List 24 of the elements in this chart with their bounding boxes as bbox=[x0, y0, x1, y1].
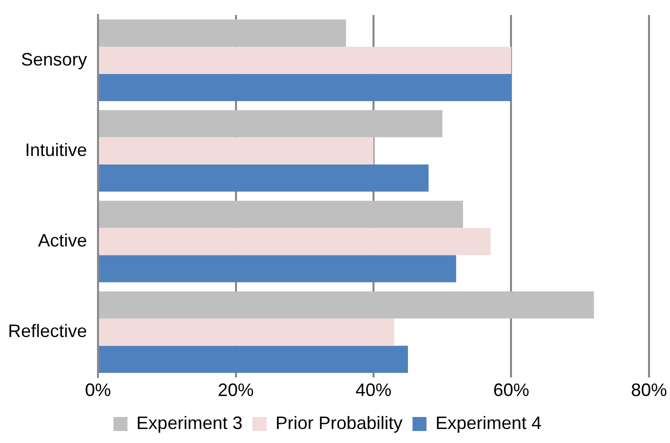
y-tick-label: Reflective bbox=[8, 321, 88, 342]
y-tick-label: Intuitive bbox=[24, 140, 88, 160]
y-tick-label: Sensory bbox=[20, 49, 88, 70]
x-tick-label: 80% bbox=[630, 380, 667, 400]
bar bbox=[99, 46, 512, 74]
legend-label: Prior Probability bbox=[275, 412, 403, 433]
y-tick-label: Active bbox=[38, 230, 88, 250]
bar bbox=[99, 228, 491, 256]
x-tick-label: 60% bbox=[493, 380, 530, 400]
bar bbox=[99, 137, 374, 164]
x-tick-label: 40% bbox=[355, 380, 392, 400]
bar bbox=[99, 346, 408, 373]
bar bbox=[99, 20, 346, 47]
x-tick-label: 20% bbox=[218, 380, 254, 400]
bar bbox=[99, 318, 394, 346]
bar bbox=[99, 74, 512, 102]
bar bbox=[99, 110, 442, 138]
bar bbox=[99, 200, 464, 228]
bar bbox=[99, 164, 429, 192]
bar bbox=[99, 255, 456, 282]
bar bbox=[99, 291, 594, 319]
legend-label: Experiment 3 bbox=[136, 412, 242, 433]
x-tick-label: 0% bbox=[85, 380, 112, 400]
legend-label: Experiment 4 bbox=[436, 412, 542, 433]
